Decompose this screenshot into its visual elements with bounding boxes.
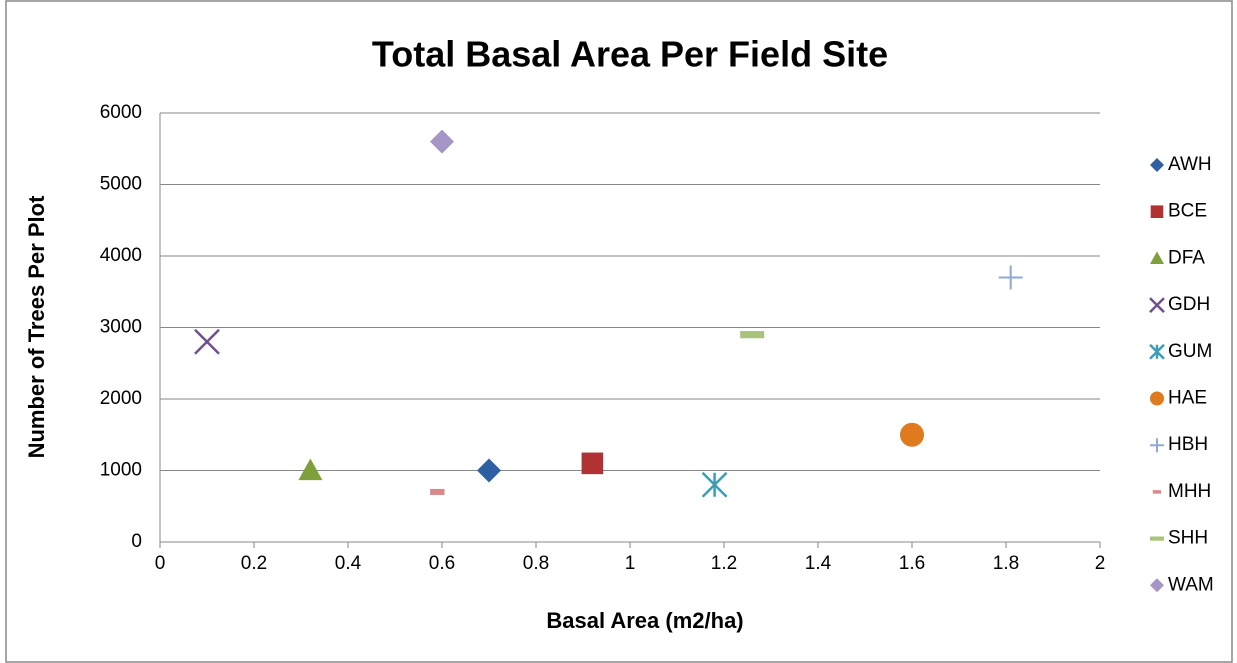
legend-marker bbox=[1150, 578, 1164, 593]
legend-label: GUM bbox=[1168, 341, 1212, 362]
legend-label: DFA bbox=[1168, 247, 1205, 268]
x-tick-label: 1.2 bbox=[711, 553, 737, 574]
x-tick-label: 1.6 bbox=[899, 553, 925, 574]
x-tick-label: 0.6 bbox=[429, 553, 455, 574]
x-tick-label: 1.4 bbox=[805, 553, 832, 574]
marker bbox=[701, 471, 728, 498]
legend-label: HBH bbox=[1168, 434, 1208, 455]
x-tick-label: 2 bbox=[1095, 553, 1106, 574]
legend-marker bbox=[1150, 158, 1164, 172]
x-tick-label: 1 bbox=[625, 553, 636, 574]
legend-label: HAE bbox=[1168, 388, 1207, 409]
legend-marker bbox=[1150, 251, 1164, 264]
legend-marker bbox=[1150, 205, 1164, 218]
legend-label: BCE bbox=[1168, 201, 1207, 222]
y-tick-label: 2000 bbox=[100, 388, 142, 409]
y-tick-label: 6000 bbox=[100, 102, 142, 123]
x-tick-label: 0 bbox=[155, 553, 166, 574]
legend-label: GDH bbox=[1168, 294, 1210, 315]
legend-label: AWH bbox=[1168, 154, 1212, 175]
marker bbox=[477, 458, 501, 483]
legend-label: MHH bbox=[1168, 481, 1211, 502]
marker bbox=[581, 452, 604, 475]
x-tick-label: 0.8 bbox=[523, 553, 549, 574]
x-tick-label: 1.8 bbox=[993, 553, 1019, 574]
x-tick-label: 0.4 bbox=[335, 553, 362, 574]
legend-marker bbox=[1149, 343, 1165, 360]
y-tick-label: 0 bbox=[131, 531, 142, 552]
marker bbox=[298, 458, 323, 481]
legend-label: SHH bbox=[1168, 528, 1208, 549]
y-tick-label: 3000 bbox=[100, 317, 142, 338]
legend-label: WAM bbox=[1168, 574, 1214, 595]
x-axis-title: Basal Area (m2/ha) bbox=[546, 608, 743, 633]
y-tick-label: 1000 bbox=[100, 460, 142, 481]
y-axis-title: Number of Trees Per Plot bbox=[24, 195, 49, 459]
y-tick-label: 5000 bbox=[100, 174, 142, 195]
legend-marker bbox=[1152, 490, 1162, 494]
marker bbox=[430, 129, 454, 154]
marker bbox=[430, 488, 445, 495]
y-tick-label: 4000 bbox=[100, 245, 142, 266]
legend-marker bbox=[1149, 297, 1165, 313]
chart-border bbox=[5, 0, 1233, 663]
legend-marker bbox=[1150, 536, 1164, 541]
marker bbox=[998, 265, 1023, 290]
marker bbox=[900, 422, 924, 447]
legend-marker bbox=[1150, 438, 1164, 453]
marker bbox=[740, 331, 765, 339]
x-tick-label: 0.2 bbox=[241, 553, 267, 574]
chart-title: Total Basal Area Per Field Site bbox=[372, 34, 888, 75]
marker bbox=[194, 328, 220, 355]
legend-marker bbox=[1150, 391, 1164, 406]
